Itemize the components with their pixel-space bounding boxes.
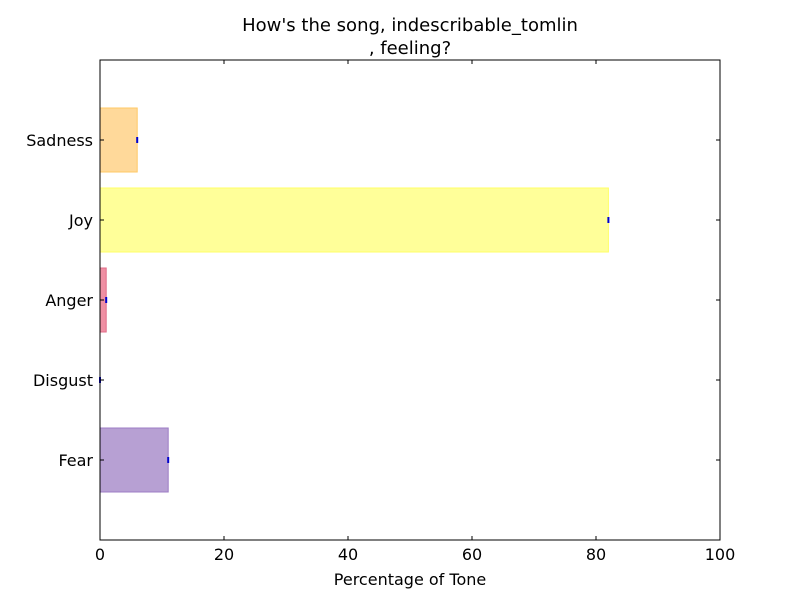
ticks-group: Fear Disgust Anger Joy Sadness 0 20 40 60 80 100 xyxy=(26,60,735,564)
bars-group xyxy=(99,107,610,493)
x-tick-label-0: 0 xyxy=(95,545,105,564)
bar-fear xyxy=(99,427,169,493)
x-tick-label-20: 20 xyxy=(214,545,234,564)
y-tick-label-joy: Joy xyxy=(68,211,93,230)
x-tick-label-80: 80 xyxy=(586,545,606,564)
y-tick-label-anger: Anger xyxy=(45,291,93,310)
x-tick-label-100: 100 xyxy=(705,545,736,564)
x-tick-label-40: 40 xyxy=(338,545,358,564)
plot-area-frame xyxy=(99,59,721,541)
chart-title-line-1: How's the song, indescribable_tomlin xyxy=(242,15,578,36)
bar-sadness xyxy=(99,107,138,173)
chart-title-line-2: , feeling? xyxy=(369,38,451,59)
y-tick-label-fear: Fear xyxy=(58,451,93,470)
bar-joy xyxy=(99,187,609,253)
x-axis-label: Percentage of Tone xyxy=(334,570,486,589)
y-tick-label-disgust: Disgust xyxy=(33,371,93,390)
x-tick-label-60: 60 xyxy=(462,545,482,564)
y-tick-label-sadness: Sadness xyxy=(26,131,93,150)
